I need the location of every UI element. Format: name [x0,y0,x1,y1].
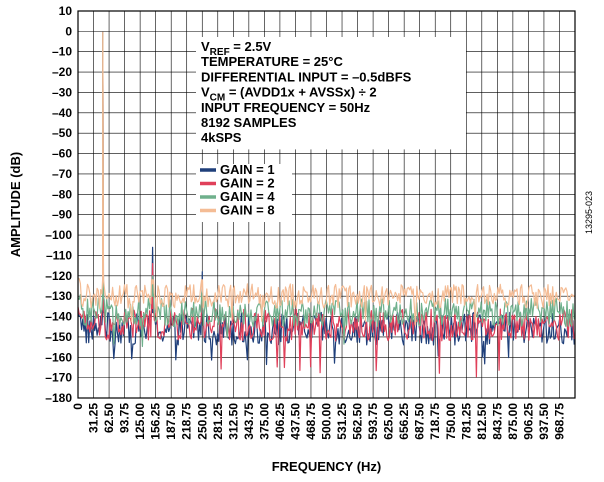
x-tick-label: 156.25 [149,403,163,440]
x-tick-label: 593.75 [366,403,380,440]
annotation-box [196,37,466,150]
x-tick-label: 968.75 [552,403,566,440]
y-tick-label: –90 [52,208,72,222]
annotation-line: DIFFERENTIAL INPUT = –0.5dBFS [201,69,412,84]
y-tick-label: –140 [45,310,72,324]
x-tick-label: 437.50 [288,403,302,440]
x-tick-label: 31.25 [87,403,101,433]
x-tick-label: 718.75 [428,403,442,440]
y-tick-label: –80 [52,187,72,201]
x-tick-label: 93.75 [118,403,132,433]
y-tick-label: –180 [45,391,72,405]
x-tick-label: 562.50 [351,403,365,440]
figure-id: 13295-023 [584,191,594,234]
x-tick-label: 906.25 [521,403,535,440]
x-axis-title: FREQUENCY (Hz) [272,459,382,474]
plot-frame [77,10,576,399]
x-tick-label: 125.00 [133,403,147,440]
y-tick-label: –120 [45,269,72,283]
annotation-line: TEMPERATURE = 25°C [201,54,343,69]
x-tick-label: 937.50 [537,403,551,440]
x-tick-label: 531.25 [335,403,349,440]
y-tick-label: –50 [52,126,72,140]
annotation-line: 4kSPS [201,130,242,145]
series-line-gain-4 [77,31,575,348]
legend-label: GAIN = 8 [220,203,275,218]
y-tick-label: 0 [65,24,72,38]
x-tick-label: 312.50 [226,403,240,440]
series-line-gain-8 [77,31,575,326]
y-tick-label: –170 [45,371,72,385]
y-tick-label: –150 [45,330,72,344]
y-tick-labels: 10 0 –10 –20 –30 –40 –50 –60 –70 –80 –90 –100 –110 –1… [45,4,72,405]
x-tick-label: 625.00 [382,403,396,440]
x-tick-label: 687.50 [413,403,427,440]
x-tick-label: 656.25 [397,403,411,440]
y-tick-label: –70 [52,167,72,181]
x-tick-label: 62.50 [102,403,116,433]
legend-label: GAIN = 4 [220,189,275,204]
x-tick-label: 812.50 [475,403,489,440]
annotation-line: 8192 SAMPLES [201,115,297,130]
legend-box [196,164,292,222]
x-tick-label: 843.75 [490,403,504,440]
legend-label: GAIN = 1 [220,162,275,177]
annotation-line: VCM = (AVDD1x + AVSSx) ÷ 2 [201,85,377,104]
x-tick-label: 406.25 [273,403,287,440]
x-tick-label: 0 [71,403,85,410]
x-tick-label: 343.75 [242,403,256,440]
x-tick-label: 468.75 [304,403,318,440]
x-tick-labels: 0 31.25 62.50 93.75 125.00 156.25 187.50 218.75… [71,403,566,440]
x-tick-label: 281.25 [211,403,225,440]
x-tick-label: 875.00 [506,403,520,440]
x-tick-label: 250.00 [195,403,209,440]
annotation-line: INPUT FREQUENCY = 50Hz [201,100,371,115]
x-tick-label: 750.00 [444,403,458,440]
y-tick-label: –10 [52,45,72,59]
y-tick-label: –60 [52,147,72,161]
y-tick-label: –20 [52,65,72,79]
y-tick-label: –110 [46,248,72,262]
y-tick-label: –30 [52,85,72,99]
y-tick-label: –160 [45,350,72,364]
x-tick-label: 375.00 [257,403,271,440]
y-tick-label: –100 [45,228,72,242]
x-tick-label: 218.75 [180,403,194,440]
series-layer [77,31,575,378]
legend-label: GAIN = 2 [220,176,275,191]
y-tick-label: 10 [59,4,73,18]
y-axis-title: AMPLITUDE (dB) [8,152,23,257]
x-tick-label: 187.50 [164,403,178,440]
x-tick-label: 781.25 [459,403,473,440]
x-tick-label: 500.00 [320,403,334,440]
y-tick-label: –130 [45,289,72,303]
annotation-line: VREF = 2.5V [201,39,272,58]
y-tick-label: –40 [52,106,72,120]
